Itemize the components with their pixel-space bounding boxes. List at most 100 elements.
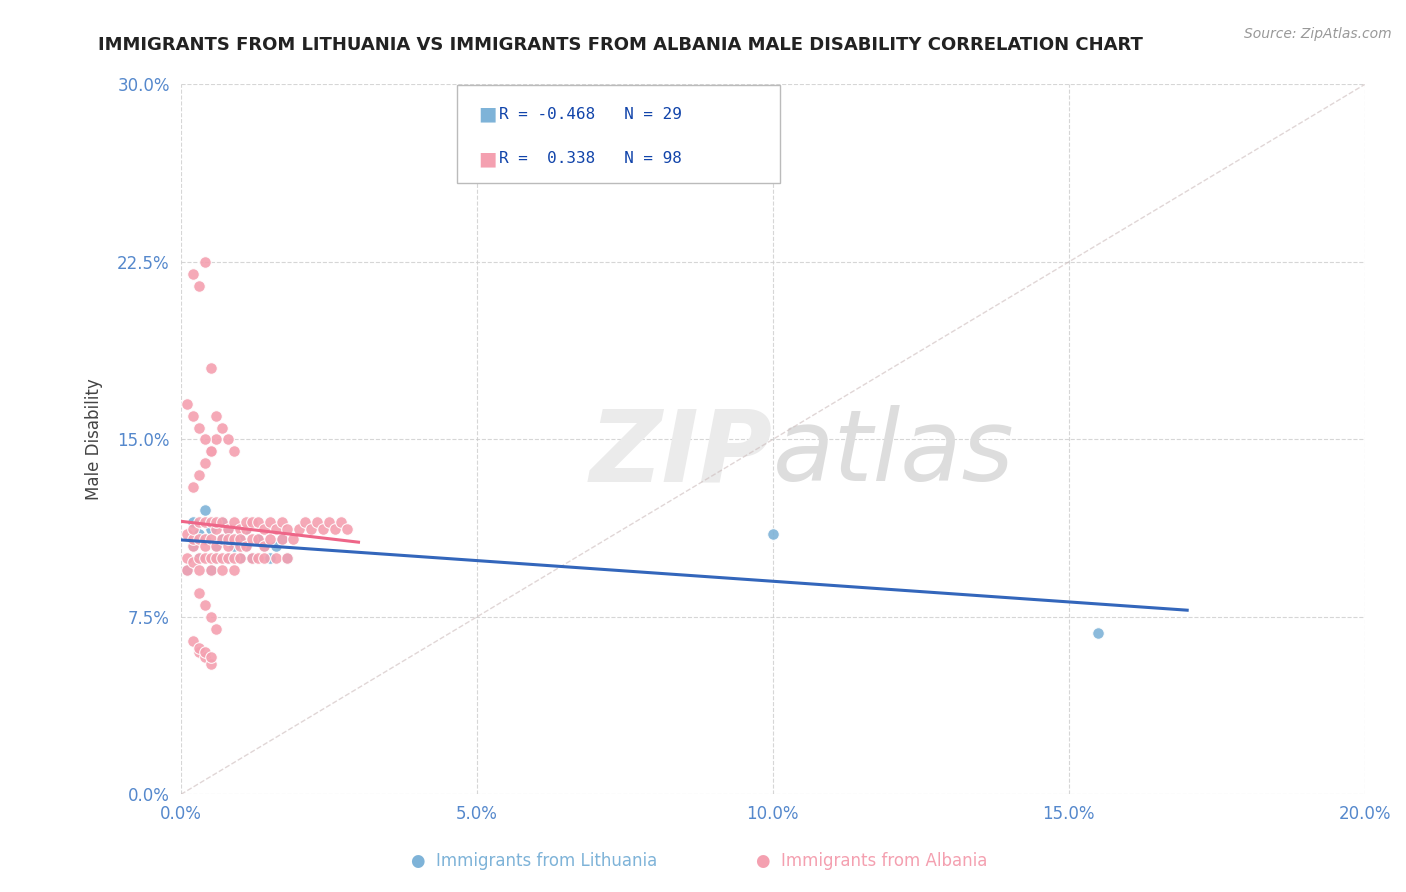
Point <box>194 598 217 612</box>
Point <box>200 515 222 529</box>
Point <box>181 556 204 570</box>
Point <box>187 645 209 659</box>
Point <box>762 527 785 541</box>
Point <box>194 515 217 529</box>
Point <box>229 539 252 553</box>
Point <box>187 278 209 293</box>
Point <box>205 550 228 565</box>
Point <box>194 539 217 553</box>
Point <box>176 563 198 577</box>
Text: ZIP: ZIP <box>591 405 773 502</box>
Point <box>194 456 217 470</box>
Point <box>205 433 228 447</box>
Point <box>181 409 204 423</box>
Point <box>176 550 198 565</box>
Point <box>181 532 204 546</box>
Point <box>323 522 346 536</box>
Point <box>217 522 239 536</box>
Point <box>187 586 209 600</box>
Point <box>253 539 276 553</box>
Point <box>240 532 263 546</box>
Point <box>299 522 322 536</box>
Point <box>211 563 233 577</box>
Point <box>200 563 222 577</box>
Point <box>200 444 222 458</box>
Point <box>329 515 352 529</box>
Point <box>259 550 281 565</box>
Point <box>205 515 228 529</box>
Point <box>200 563 222 577</box>
Point <box>253 522 276 536</box>
Point <box>224 550 246 565</box>
Point <box>187 532 209 546</box>
Point <box>246 532 269 546</box>
Point <box>217 539 239 553</box>
Point <box>200 657 222 672</box>
Point <box>200 610 222 624</box>
Point <box>211 532 233 546</box>
Point <box>194 503 217 517</box>
Point <box>211 515 233 529</box>
Point <box>181 539 204 553</box>
Point <box>264 522 287 536</box>
Point <box>240 515 263 529</box>
Text: Source: ZipAtlas.com: Source: ZipAtlas.com <box>1244 27 1392 41</box>
Text: ●  Immigrants from Lithuania: ● Immigrants from Lithuania <box>411 852 658 870</box>
Y-axis label: Male Disability: Male Disability <box>86 378 103 500</box>
Point <box>224 539 246 553</box>
Point <box>246 532 269 546</box>
Point <box>229 550 252 565</box>
Point <box>181 515 204 529</box>
Point <box>270 515 292 529</box>
Point <box>307 515 329 529</box>
Point <box>294 515 316 529</box>
Point <box>181 267 204 281</box>
Point <box>194 645 217 659</box>
Point <box>200 361 222 376</box>
Point <box>200 532 222 546</box>
Point <box>187 550 209 565</box>
Text: ●  Immigrants from Albania: ● Immigrants from Albania <box>756 852 987 870</box>
Point <box>253 550 276 565</box>
Point <box>211 515 233 529</box>
Point <box>187 640 209 655</box>
Point <box>187 515 209 529</box>
Point <box>181 539 204 553</box>
Text: ■: ■ <box>478 149 496 169</box>
Point <box>229 532 252 546</box>
Point <box>259 532 281 546</box>
Point <box>205 550 228 565</box>
Text: R =  0.338   N = 98: R = 0.338 N = 98 <box>499 152 682 166</box>
Point <box>211 550 233 565</box>
Point <box>270 532 292 546</box>
Point <box>211 532 233 546</box>
Point <box>187 467 209 482</box>
Point <box>176 527 198 541</box>
Point <box>318 515 340 529</box>
Point <box>276 550 298 565</box>
Point <box>187 420 209 434</box>
Point <box>200 444 222 458</box>
Point <box>1087 626 1109 640</box>
Point <box>336 522 359 536</box>
Point <box>217 433 239 447</box>
Point <box>229 532 252 546</box>
Point <box>217 532 239 546</box>
Point <box>194 650 217 665</box>
Point <box>224 444 246 458</box>
Point <box>181 522 204 536</box>
Point <box>194 532 217 546</box>
Point <box>235 539 257 553</box>
Point <box>264 539 287 553</box>
Point <box>200 522 222 536</box>
Point <box>194 255 217 269</box>
Text: atlas: atlas <box>773 405 1015 502</box>
Point <box>229 550 252 565</box>
Point <box>181 480 204 494</box>
Point <box>176 397 198 411</box>
Point <box>194 433 217 447</box>
Point <box>205 539 228 553</box>
Point <box>224 563 246 577</box>
Point <box>312 522 335 536</box>
Text: R = -0.468   N = 29: R = -0.468 N = 29 <box>499 107 682 121</box>
